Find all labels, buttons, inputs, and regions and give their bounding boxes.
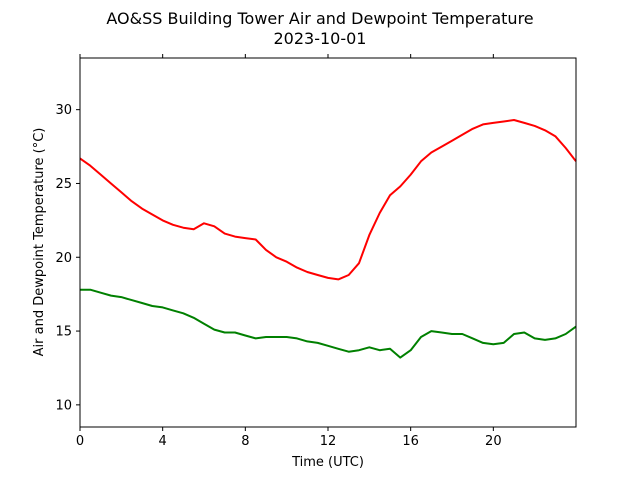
x-axis-label: Time (UTC) bbox=[291, 455, 364, 470]
y-tick-label: 30 bbox=[55, 103, 72, 118]
y-axis-label: Air and Dewpoint Temperature (°C) bbox=[32, 128, 47, 357]
y-tick-label: 15 bbox=[55, 325, 72, 340]
ticks-layer: 0 4 8 12 16 20 10 15 20 25 30 bbox=[55, 54, 502, 449]
chart-title: AO&SS Building Tower Air and Dewpoint Te… bbox=[106, 9, 533, 28]
chart-subtitle: 2023-10-01 bbox=[274, 29, 367, 48]
x-tick-label: 8 bbox=[241, 434, 249, 449]
series-layer bbox=[79, 119, 577, 359]
series-line-1 bbox=[80, 288, 577, 359]
y-tick-label: 10 bbox=[55, 398, 72, 413]
x-tick-label: 12 bbox=[320, 434, 337, 449]
plot-frame bbox=[79, 57, 577, 428]
y-tick-label: 20 bbox=[55, 251, 72, 266]
series-line-0 bbox=[79, 119, 577, 281]
x-tick-label: 20 bbox=[485, 434, 502, 449]
y-tick-label: 25 bbox=[55, 177, 72, 192]
x-tick-label: 0 bbox=[76, 434, 84, 449]
x-tick-label: 4 bbox=[159, 434, 167, 449]
x-tick-label: 16 bbox=[402, 434, 419, 449]
